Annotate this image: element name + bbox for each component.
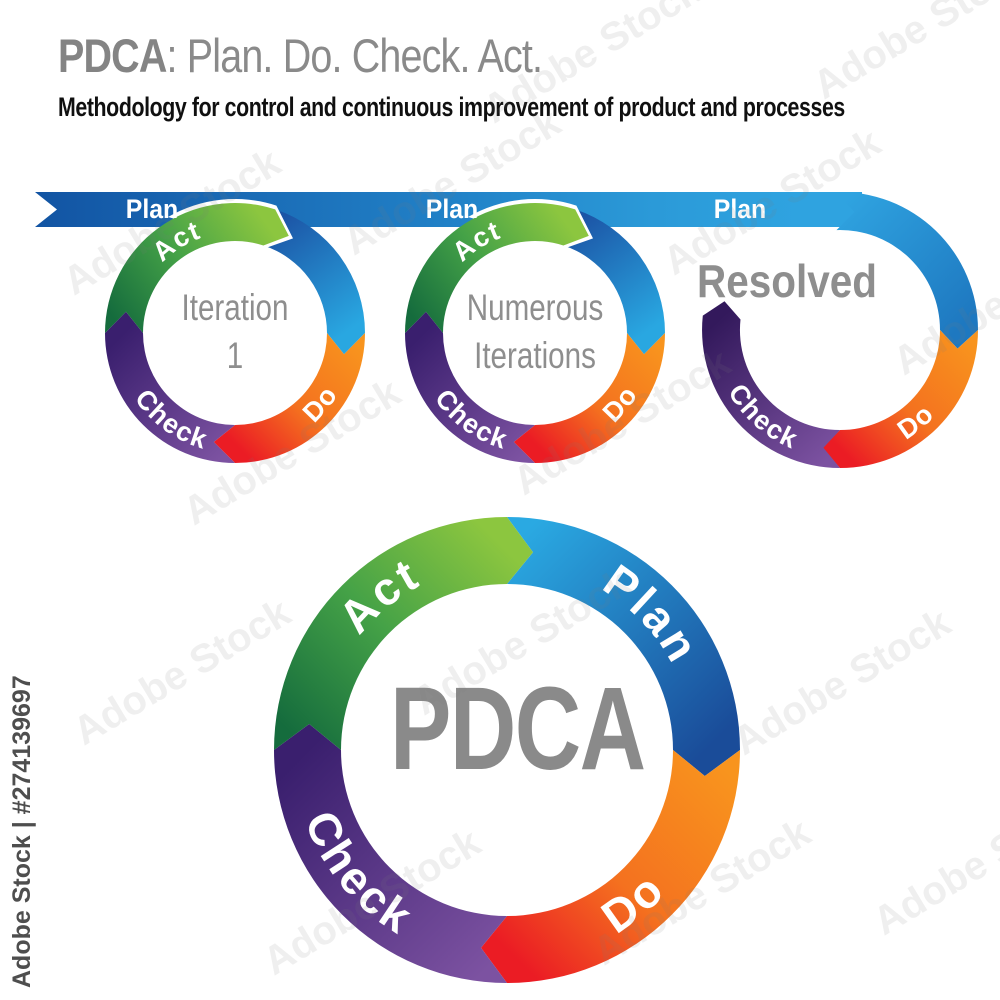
title-expansion: : Plan. Do. Check. Act. (166, 29, 544, 82)
check-segment (274, 724, 507, 983)
main-cycle-center-label: PDCA (390, 663, 646, 795)
cycle-group-1 (405, 199, 665, 463)
cycle-group-0 (105, 199, 365, 463)
do-segment (821, 330, 978, 468)
do-segment (513, 333, 665, 463)
act-segment (105, 203, 289, 333)
act-segment (405, 203, 589, 333)
cycle1-center-line1: Iteration (181, 287, 289, 328)
cycle1-center-label: Iteration 1 (155, 284, 315, 380)
cycle-group-2 (702, 192, 978, 468)
do-segment (481, 750, 740, 983)
page-subtitle: Methodology for control and continuous i… (58, 92, 845, 122)
cycle1-center-line2: 1 (226, 335, 244, 376)
cycles-layer (105, 192, 978, 983)
title-acronym: PDCA (58, 29, 167, 82)
plan-segment (835, 192, 978, 349)
cycle2-center-line2: Iterations (474, 335, 596, 376)
plan-segment (263, 209, 365, 355)
cycle-group-3 (274, 517, 740, 983)
plan-segment (563, 209, 665, 355)
ribbon-plan-label-3: Plan (713, 194, 767, 224)
ribbon-plan-label-2: Plan (425, 194, 479, 224)
do-segment (213, 333, 365, 463)
check-segment (405, 311, 535, 463)
cycle3-resolved-label: Resolved (697, 255, 877, 307)
cycle2-center-label: Numerous Iterations (455, 284, 615, 380)
plan-segment (507, 517, 740, 776)
act-segment (274, 517, 533, 750)
check-segment (105, 311, 235, 463)
cycle2-center-line1: Numerous (466, 287, 604, 328)
watermark-side-text: Adobe Stock | #274139697 (8, 675, 36, 988)
page-title: PDCA: Plan. Do. Check. Act. (58, 28, 544, 83)
check-segment (702, 301, 840, 468)
ribbon-plan-label-1: Plan (125, 194, 179, 224)
